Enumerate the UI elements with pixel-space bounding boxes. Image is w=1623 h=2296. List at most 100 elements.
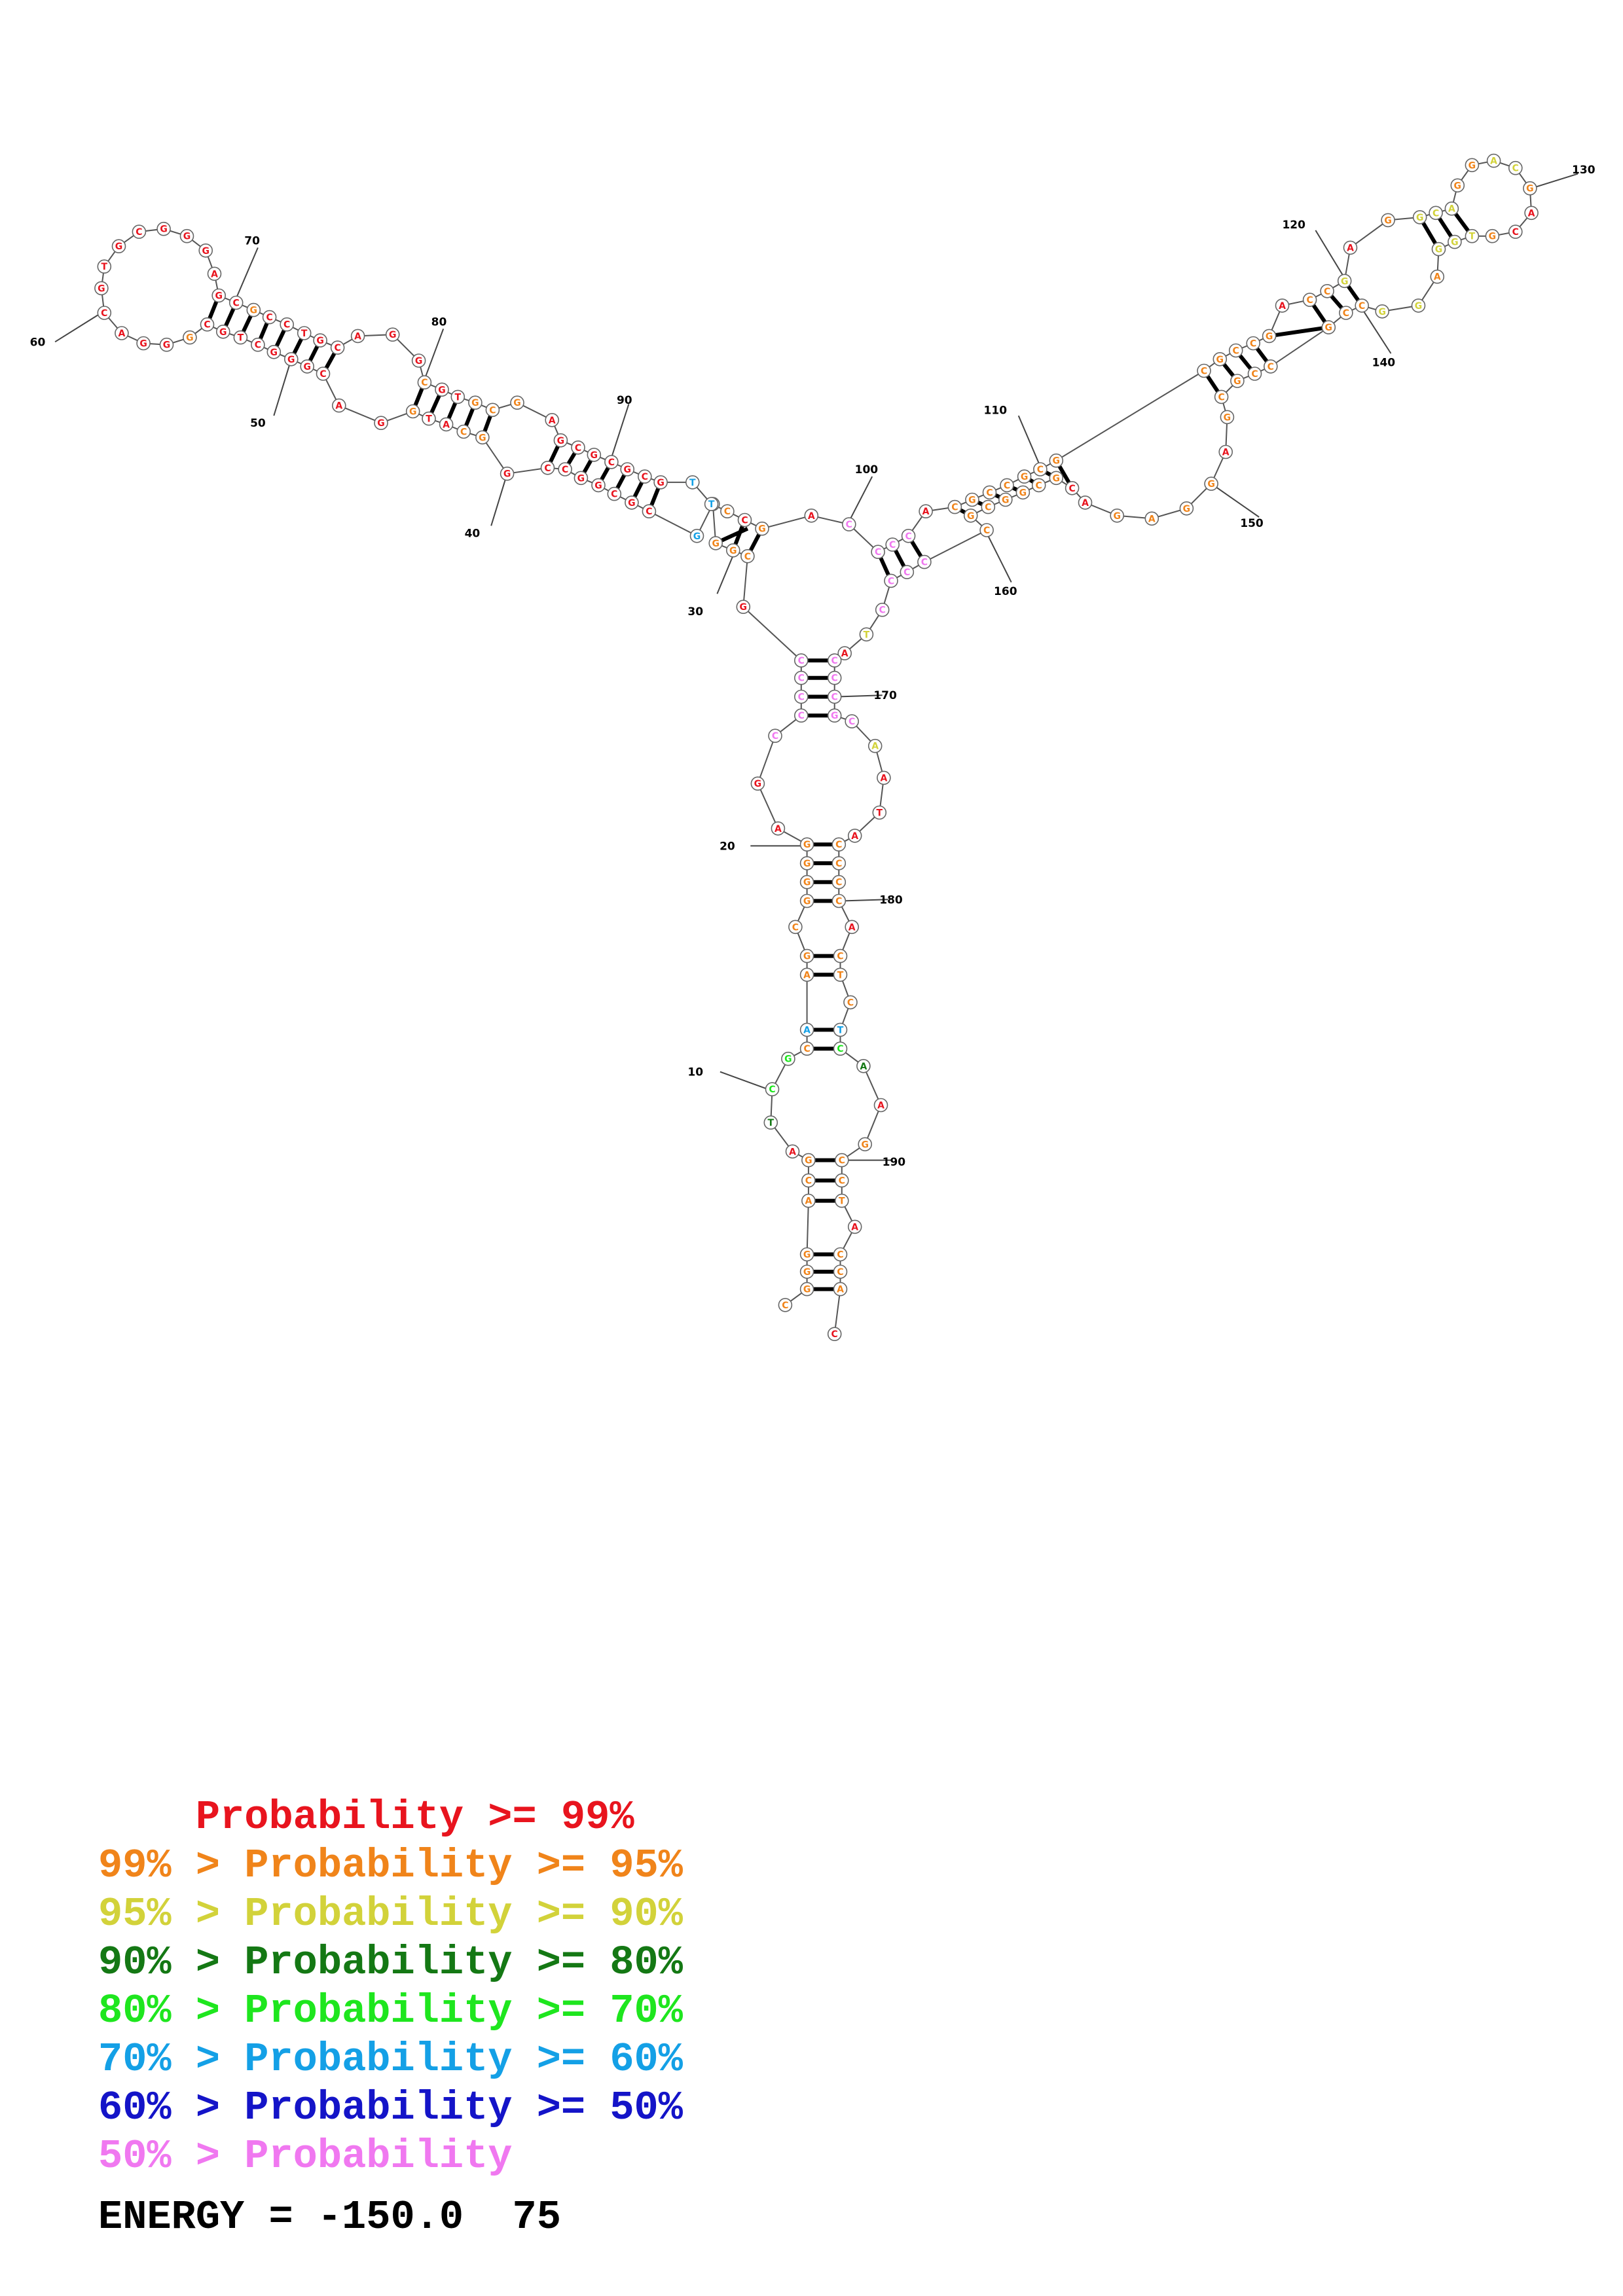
nucleotide-circle [1486, 153, 1501, 168]
nucleotide-circle [794, 708, 809, 723]
nucleotide-letter: T [839, 1196, 845, 1207]
nucleotide: C [788, 920, 803, 935]
nucleotide: C [262, 310, 277, 325]
position-tick-line [1361, 308, 1392, 354]
nucleotide-letter: C [334, 343, 340, 353]
nucleotide-circle [845, 714, 859, 728]
nucleotide: C [1302, 293, 1317, 307]
legend-label: Probability [244, 2133, 513, 2179]
nucleotide-circle [571, 440, 585, 455]
nucleotide-letter: T [1469, 232, 1476, 242]
nucleotide-letter: C [611, 490, 617, 500]
nucleotide-letter: G [287, 355, 295, 365]
nucleotide: C [200, 317, 215, 332]
nucleotide-circle [917, 554, 932, 569]
nucleotide-circle [794, 653, 809, 668]
nucleotide-circle [831, 856, 847, 870]
nucleotide-circle [689, 528, 704, 543]
nucleotide-circle [97, 306, 112, 320]
nucleotide: C [827, 689, 842, 704]
nucleotide-circle [827, 670, 842, 685]
position-tick-line [841, 899, 888, 902]
nucleotide: G [726, 543, 740, 558]
nucleotide-letter: T [877, 808, 883, 819]
nucleotide: C [330, 340, 345, 355]
nucleotide-letter: G [219, 327, 227, 338]
nucleotide-circle [981, 499, 996, 514]
nucleotide-letter: G [557, 436, 565, 446]
nucleotide: G [620, 462, 635, 476]
nucleotide: G [799, 893, 814, 908]
nucleotide-letter: C [803, 1044, 810, 1054]
nucleotide-letter: C [798, 673, 805, 684]
nucleotide-letter: C [772, 731, 778, 742]
nucleotide-letter: C [489, 405, 496, 416]
nucleotide-letter: C [1267, 362, 1274, 372]
nucleotide-letter: C [921, 558, 928, 568]
nucleotide: C [132, 224, 147, 239]
position-label: 70 [244, 234, 260, 247]
nucleotide-letter: C [769, 1085, 775, 1095]
nucleotide-circle [736, 600, 751, 615]
nucleotide-circle [1411, 298, 1426, 313]
nucleotide-circle [804, 508, 819, 523]
nucleotide-circle [1049, 471, 1064, 486]
nucleotide-letter: C [879, 605, 886, 616]
nucleotide-letter: G [1002, 495, 1010, 506]
position-tick-line [610, 404, 630, 458]
nucleotide-circle [1302, 293, 1317, 307]
nucleotide-letter: T [455, 392, 462, 403]
position-label: 10 [687, 1066, 703, 1079]
nucleotide-letter: C [1512, 164, 1519, 174]
legend-label: Probability >= 90% [244, 1891, 683, 1937]
nucleotide: A [545, 412, 560, 427]
nucleotide-circle [768, 728, 782, 743]
nucleotide-circle [845, 920, 859, 935]
nucleotide-circle [417, 375, 432, 390]
nucleotide: G [183, 330, 197, 345]
nucleotide-circle [251, 337, 265, 352]
nucleotide-circle [831, 893, 847, 908]
nucleotide-circle [1144, 511, 1159, 526]
nucleotide-letter: A [789, 1147, 796, 1157]
nucleotide-circle [799, 874, 814, 889]
nucleotide-letter: C [1218, 392, 1224, 403]
nucleotide-letter: C [319, 369, 326, 380]
position-ticks: 10 20 30 40 50 60 70 80 90 100 110 120 130 140 150 160 1… [30, 164, 1596, 1169]
nucleotide-letter: A [211, 269, 218, 279]
nucleotide: C [842, 517, 856, 531]
nucleotide-circle [799, 1247, 814, 1262]
nucleotide-circle [799, 967, 814, 982]
energy-value: ENERGY = -150.0 75 [98, 2194, 561, 2240]
nucleotide: T [1465, 228, 1480, 243]
nucleotide-letter: C [831, 1329, 838, 1340]
nucleotide-circle [873, 1098, 888, 1113]
nucleotide-letter: A [1434, 272, 1441, 283]
nucleotide-letter: T [689, 478, 696, 488]
nucleotide-letter: G [303, 362, 311, 372]
nucleotide-letter: A [803, 1025, 811, 1035]
nucleotide-circle [763, 1115, 778, 1130]
nucleotide-circle [1429, 206, 1443, 221]
position-label: 140 [1372, 356, 1396, 369]
nucleotide-letter: A [1222, 448, 1230, 458]
nucleotide-circle [1275, 298, 1290, 313]
nucleotide-letter: G [623, 465, 631, 475]
nucleotide-letter: C [1233, 346, 1239, 357]
nucleotide-circle [827, 653, 842, 668]
nucleotide-letter: C [848, 717, 855, 727]
nucleotide-letter: G [754, 779, 762, 789]
nucleotide: T [833, 1022, 848, 1037]
nucleotide-letter: C [831, 692, 838, 703]
nucleotide-letter: C [986, 488, 993, 498]
nucleotide: G [385, 327, 400, 342]
nucleotide-circle [1033, 462, 1048, 476]
nucleotide: A [1218, 444, 1233, 459]
nucleotide-letter: G [1233, 376, 1241, 387]
nucleotide-circle [587, 448, 602, 462]
nucleotide: A [115, 326, 129, 340]
nucleotide-letter: C [646, 507, 652, 517]
nucleotide-circle [1381, 213, 1395, 228]
nucleotide-circle [827, 1327, 842, 1341]
nucleotide-letter: G [163, 340, 171, 351]
